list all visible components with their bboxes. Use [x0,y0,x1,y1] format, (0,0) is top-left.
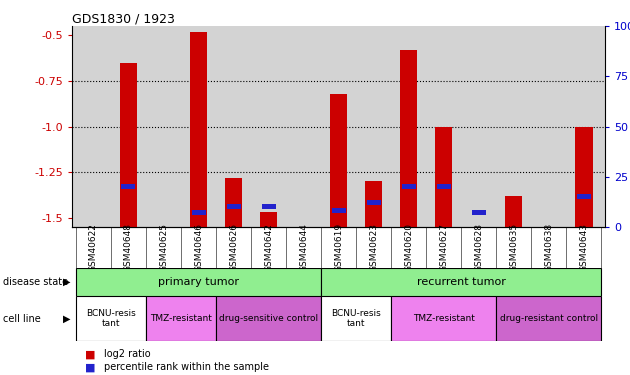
Text: GSM40648: GSM40648 [124,223,133,272]
Text: drug-resistant control: drug-resistant control [500,314,598,323]
Text: GSM40628: GSM40628 [474,223,483,272]
Text: ■: ■ [85,363,96,372]
Text: disease state: disease state [3,277,68,287]
Bar [216,296,321,341]
Text: GSM40626: GSM40626 [229,223,238,272]
Text: GSM40644: GSM40644 [299,223,308,272]
Text: ▶: ▶ [63,314,71,324]
Bar [577,194,591,199]
Bar [120,63,137,227]
Text: drug-sensitive control: drug-sensitive control [219,314,318,323]
Bar [122,184,135,189]
Text: GSM40638: GSM40638 [544,223,553,272]
Bar [225,178,243,227]
Bar [472,210,486,215]
Text: primary tumor: primary tumor [158,277,239,287]
Bar [402,184,416,189]
Bar [146,296,216,341]
Text: GDS1830 / 1923: GDS1830 / 1923 [72,12,175,25]
Bar [321,268,601,296]
Text: TMZ-resistant: TMZ-resistant [150,314,212,323]
Text: BCNU-resis
tant: BCNU-resis tant [86,309,136,328]
Bar [575,127,593,227]
Bar [400,50,418,227]
Text: GSM40627: GSM40627 [439,223,448,272]
Text: percentile rank within the sample: percentile rank within the sample [104,363,269,372]
Text: GSM40625: GSM40625 [159,223,168,272]
Text: recurrent tumor: recurrent tumor [417,277,506,287]
Bar [496,296,601,341]
Text: GSM40635: GSM40635 [509,223,518,272]
Text: cell line: cell line [3,314,41,324]
Bar [505,196,522,227]
Bar [76,268,321,296]
Bar [435,127,452,227]
Text: GSM40642: GSM40642 [264,223,273,272]
Bar [190,32,207,227]
Bar [367,200,381,205]
Text: GSM40619: GSM40619 [334,223,343,272]
Bar [321,296,391,341]
Bar [331,209,346,213]
Bar [330,94,347,227]
Bar [261,204,275,209]
Text: GSM40643: GSM40643 [580,223,588,272]
Bar [437,184,450,189]
Text: ▶: ▶ [63,277,71,287]
Text: GSM40622: GSM40622 [89,223,98,272]
Bar [227,204,241,209]
Text: GSM40620: GSM40620 [404,223,413,272]
Bar [391,296,496,341]
Text: ■: ■ [85,350,96,359]
Text: GSM40623: GSM40623 [369,223,378,272]
Text: BCNU-resis
tant: BCNU-resis tant [331,309,381,328]
Bar [76,296,146,341]
Text: TMZ-resistant: TMZ-resistant [413,314,474,323]
Bar [192,210,205,215]
Bar [365,181,382,227]
Bar [260,212,277,227]
Text: log2 ratio: log2 ratio [104,350,151,359]
Text: GSM40646: GSM40646 [194,223,203,272]
